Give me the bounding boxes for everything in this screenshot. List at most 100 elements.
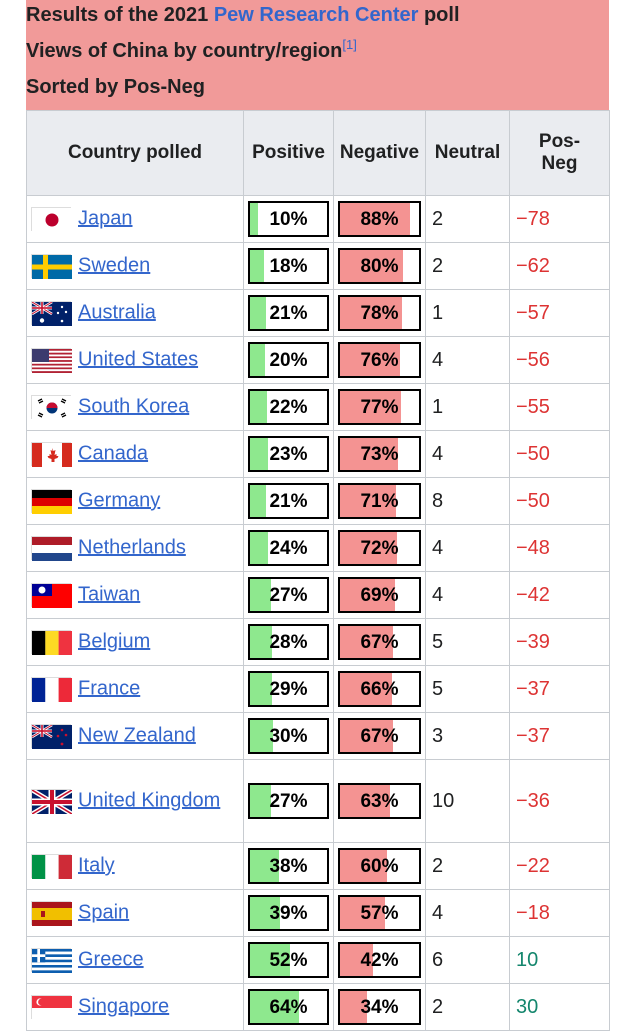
pos-neg-value: −56 (509, 336, 610, 384)
positive-bar: 29% (248, 671, 329, 707)
pos-neg-value: −50 (509, 477, 610, 525)
positive-bar-fill (250, 532, 269, 564)
negative-value: 73% (360, 444, 399, 465)
positive-bar-fill (250, 785, 271, 817)
country-link-south-korea[interactable]: South Korea (78, 395, 190, 418)
negative-bar: 42% (338, 942, 421, 978)
neutral-value: 4 (425, 336, 510, 384)
positive-bar: 24% (248, 530, 329, 566)
country-cell: Spain (26, 889, 244, 937)
country-link-greece[interactable]: Greece (78, 948, 144, 971)
header-pos-neg-line1: Pos- (538, 131, 581, 152)
negative-bar-fill (340, 626, 393, 658)
positive-bar-fill (250, 579, 271, 611)
reference-link[interactable]: [1] (342, 37, 357, 52)
country-link-spain[interactable]: Spain (78, 901, 130, 924)
united-states-flag-icon (31, 348, 72, 373)
negative-cell: 80% (333, 242, 426, 290)
negative-bar: 69% (338, 577, 421, 613)
negative-value: 66% (360, 679, 399, 700)
negative-bar-fill (340, 785, 390, 817)
positive-cell: 23% (243, 430, 334, 478)
country-link-italy[interactable]: Italy (78, 854, 115, 877)
negative-bar-fill (340, 250, 404, 282)
country-link-singapore[interactable]: Singapore (78, 995, 170, 1018)
pew-research-link[interactable]: Pew Research Center (213, 4, 419, 26)
table-row: France 29% 66% 5 −37 (26, 665, 610, 713)
canada-flag-icon (31, 442, 72, 467)
table-row: Italy 38% 60% 2 −22 (26, 842, 610, 890)
positive-bar: 10% (248, 201, 329, 237)
table-row: Belgium 28% 67% 5 −39 (26, 618, 610, 666)
australia-flag-icon (31, 300, 72, 326)
neutral-value: 4 (425, 524, 510, 572)
country-cell: Greece (26, 936, 244, 984)
country-link-australia[interactable]: Australia (78, 301, 156, 324)
header-pos-neg[interactable]: Pos- Neg (509, 110, 610, 196)
country-link-taiwan[interactable]: Taiwan (78, 583, 141, 606)
country-link-germany[interactable]: Germany (78, 489, 161, 512)
table-row: Spain 39% 57% 4 −18 (26, 889, 610, 937)
positive-bar-fill (250, 250, 264, 282)
positive-bar: 18% (248, 248, 329, 284)
positive-bar-fill (250, 991, 300, 1023)
country-link-united-kingdom[interactable]: United Kingdom (78, 789, 221, 812)
netherlands-flag-icon (31, 536, 72, 561)
country-link-france[interactable]: France (78, 677, 141, 700)
pos-neg-value: −48 (509, 524, 610, 572)
neutral-value: 5 (425, 665, 510, 713)
country-link-sweden[interactable]: Sweden (78, 254, 151, 277)
pos-neg-value: −50 (509, 430, 610, 478)
singapore-flag-icon (31, 995, 72, 1020)
pos-neg-value: −78 (509, 195, 610, 243)
header-country[interactable]: Country polled (26, 110, 244, 196)
positive-cell: 18% (243, 242, 334, 290)
neutral-value: 4 (425, 571, 510, 619)
country-link-united-states[interactable]: United States (78, 348, 199, 371)
negative-cell: 88% (333, 195, 426, 243)
positive-value: 20% (269, 350, 308, 371)
neutral-value: 4 (425, 430, 510, 478)
neutral-value: 3 (425, 712, 510, 760)
negative-bar: 77% (338, 389, 421, 425)
positive-cell: 38% (243, 842, 334, 890)
positive-bar: 21% (248, 295, 329, 331)
header-negative[interactable]: Negative (333, 110, 426, 196)
japan-flag-icon (31, 207, 72, 232)
positive-cell: 20% (243, 336, 334, 384)
positive-value: 52% (269, 950, 308, 971)
neutral-value: 6 (425, 936, 510, 984)
negative-bar: 88% (338, 201, 421, 237)
country-cell: New Zealand (26, 712, 244, 760)
pos-neg-value: −39 (509, 618, 610, 666)
negative-bar-fill (340, 203, 410, 235)
table-row: Netherlands 24% 72% 4 −48 (26, 524, 610, 572)
country-link-canada[interactable]: Canada (78, 442, 149, 465)
country-link-japan[interactable]: Japan (78, 207, 133, 230)
table-caption: Results of the 2021 Pew Research Center … (26, 0, 609, 110)
country-link-new-zealand[interactable]: New Zealand (78, 724, 196, 747)
negative-bar: 60% (338, 848, 421, 884)
positive-value: 21% (269, 491, 308, 512)
header-positive[interactable]: Positive (243, 110, 334, 196)
header-neutral[interactable]: Neutral (425, 110, 510, 196)
table-row: United Kingdom 27% 63% 10 −36 (26, 759, 610, 843)
negative-bar-fill (340, 720, 393, 752)
positive-bar: 20% (248, 342, 329, 378)
united-kingdom-flag-icon (30, 788, 74, 816)
italy-flag-icon (31, 854, 72, 879)
positive-bar: 30% (248, 718, 329, 754)
negative-value: 76% (360, 350, 399, 371)
positive-value: 27% (269, 585, 308, 606)
country-cell: Germany (26, 477, 244, 525)
positive-value: 30% (269, 726, 308, 747)
caption-subtitle: Views of China by country/region (26, 40, 343, 62)
positive-cell: 29% (243, 665, 334, 713)
neutral-value: 5 (425, 618, 510, 666)
country-link-netherlands[interactable]: Netherlands (78, 536, 186, 559)
pos-neg-value: 30 (509, 983, 610, 1031)
country-link-belgium[interactable]: Belgium (78, 630, 151, 653)
positive-value: 28% (269, 632, 308, 653)
country-cell: South Korea (26, 383, 244, 431)
negative-bar-fill (340, 579, 395, 611)
